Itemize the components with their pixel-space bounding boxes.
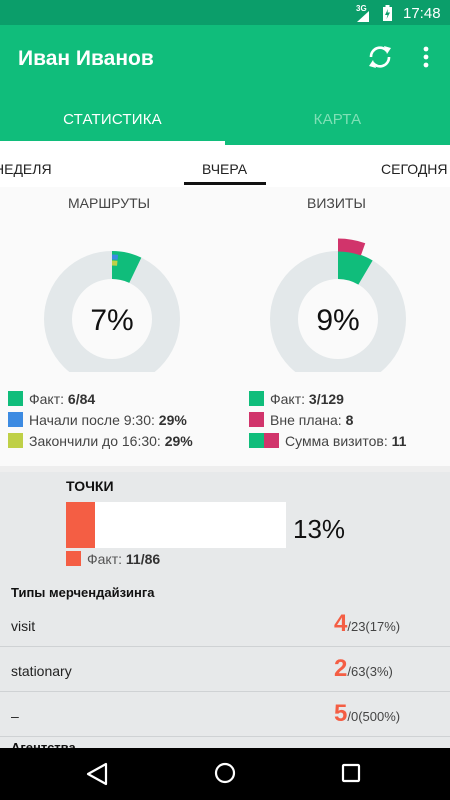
period-tab-week[interactable]: НЕДЕЛЯ (0, 161, 52, 177)
period-tab-indicator (184, 182, 266, 185)
merch-row-value: 4/23(17%) (334, 610, 400, 638)
recents-icon[interactable] (341, 763, 361, 783)
clock: 17:48 (403, 5, 441, 22)
period-tab-yesterday[interactable]: ВЧЕРА (202, 161, 248, 177)
agencies-header: Агентства (11, 740, 76, 748)
legend-swatch (8, 433, 23, 448)
legend-swatch (249, 412, 264, 427)
routes-legend-finished-before: Закончили до 16:30: 29% (8, 433, 193, 449)
period-tabs: НЕДЕЛЯ ВЧЕРА СЕГОДНЯ (0, 145, 450, 187)
legend-swatch (249, 433, 264, 448)
legend-value: 29% (158, 412, 187, 428)
legend-value: 29% (164, 433, 193, 449)
battery-charging-icon (383, 5, 392, 21)
legend-label: Факт: (29, 391, 65, 407)
visits-donut: 9% (270, 238, 406, 372)
legend-value: 11 (391, 433, 407, 449)
visits-extra-arc (337, 238, 366, 256)
merch-row-name: – (11, 708, 19, 724)
status-bar: 3G 17:48 (0, 0, 450, 25)
tab-statistics-label: СТАТИСТИКА (63, 111, 162, 128)
merch-row-value: 2/63(3%) (334, 655, 393, 683)
merch-row-total: /0(500%) (347, 709, 401, 724)
points-progress-fill (66, 502, 95, 548)
stats-panel: МАРШРУТЫ ВИЗИТЫ 7% 9% Факт: 6/84 Начали … (0, 187, 450, 470)
legend-swatch (66, 551, 81, 566)
section-divider (0, 466, 450, 472)
points-progress-bar (66, 502, 286, 548)
legend-value: 6/84 (67, 391, 96, 407)
merch-row-none: – 5/0(500%) (0, 692, 450, 737)
app-bar: Иван Иванов СТАТИСТИКА КАРТА (0, 25, 450, 145)
visits-legend-unplanned: Вне плана: 8 (249, 412, 353, 428)
routes-legend-fact: Факт: 6/84 (8, 391, 95, 407)
visits-legend-total: Сумма визитов: 11 (249, 433, 406, 449)
routes-percent: 7% (90, 304, 133, 337)
period-tab-today[interactable]: СЕГОДНЯ (381, 161, 448, 177)
merch-row-count: 4 (334, 610, 348, 637)
refresh-icon[interactable] (366, 43, 394, 71)
tab-statistics[interactable]: СТАТИСТИКА (0, 107, 225, 145)
network-type: 3G (356, 4, 367, 13)
visits-title: ВИЗИТЫ (307, 195, 366, 211)
system-nav-bar (0, 748, 450, 800)
merch-row-total: /63(3%) (347, 664, 393, 679)
signal-icon (357, 11, 369, 22)
merch-row-count: 5 (334, 700, 348, 727)
points-legend: Факт: 11/86 (66, 551, 160, 567)
legend-swatch (8, 412, 23, 427)
legend-swatch (249, 391, 264, 406)
back-icon[interactable] (86, 762, 108, 786)
legend-label: Вне плана: (270, 412, 342, 428)
merch-row-total: /23(17%) (347, 619, 401, 634)
home-icon[interactable] (214, 762, 236, 784)
visits-fact-arc (337, 251, 373, 285)
legend-value: 11/86 (125, 551, 161, 567)
legend-label: Начали после 9:30: (29, 412, 155, 428)
points-title: ТОЧКИ (66, 478, 114, 494)
points-percent: 13% (293, 514, 346, 544)
merch-types-header: Типы мерчендайзинга (11, 585, 155, 600)
tab-indicator (0, 141, 225, 145)
legend-swatch (8, 391, 23, 406)
app-title: Иван Иванов (18, 47, 154, 70)
merch-row-visit: visit 4/23(17%) (0, 602, 450, 647)
legend-value: 8 (345, 412, 354, 428)
merch-row-stationary: stationary 2/63(3%) (0, 647, 450, 692)
visits-legend-fact: Факт: 3/129 (249, 391, 344, 407)
visits-percent: 9% (316, 304, 359, 337)
routes-legend-started-after: Начали после 9:30: 29% (8, 412, 187, 428)
legend-label: Факт: (270, 391, 306, 407)
routes-donut: 7% (44, 251, 180, 372)
merch-row-name: visit (11, 618, 36, 634)
routes-title: МАРШРУТЫ (68, 195, 151, 211)
tab-map[interactable]: КАРТА (225, 107, 450, 145)
legend-value: 3/129 (308, 391, 344, 407)
merch-row-name: stationary (11, 663, 72, 679)
legend-label: Сумма визитов: (285, 433, 388, 449)
details-section: ТОЧКИ 13% Факт: 11/86 Типы мерчендайзинг… (0, 472, 450, 748)
legend-label: Закончили до 16:30: (29, 433, 161, 449)
legend-swatch-secondary (264, 433, 279, 448)
tab-map-label: КАРТА (313, 111, 362, 128)
merch-row-value: 5/0(500%) (334, 700, 400, 728)
merch-row-count: 2 (334, 655, 348, 682)
legend-label: Факт: (87, 551, 123, 567)
more-vert-icon[interactable] (416, 44, 436, 70)
routes-fact-arc (111, 251, 142, 284)
